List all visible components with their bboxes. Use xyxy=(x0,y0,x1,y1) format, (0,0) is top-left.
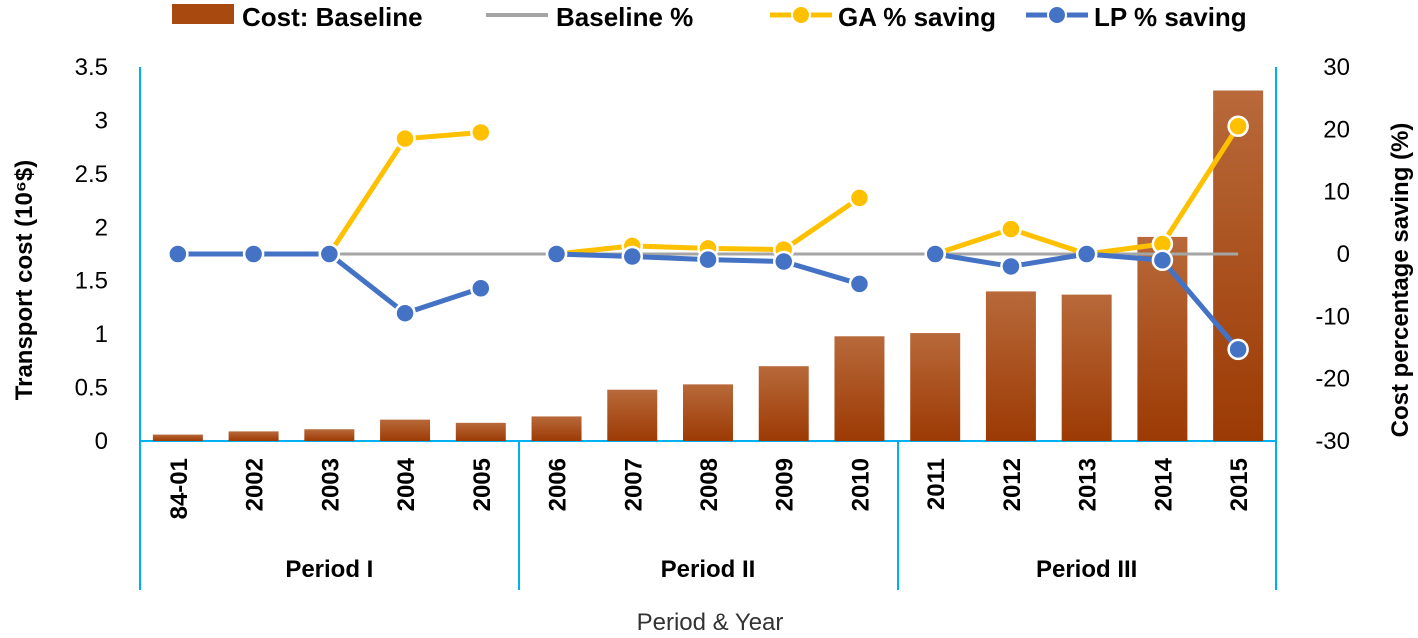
point-lp-saving-2004 xyxy=(394,302,416,324)
group-label-period-i: Period I xyxy=(285,556,373,583)
x-tick-label-84-01: 84-01 xyxy=(166,458,193,519)
point-ga-saving-2010 xyxy=(848,187,871,209)
line-ga-saving-segment-0 xyxy=(327,129,482,256)
bar-2002 xyxy=(228,431,279,441)
point-lp-saving-2010 xyxy=(848,273,871,295)
x-tick-label-2015: 2015 xyxy=(1226,458,1253,511)
x-tick-label-2003: 2003 xyxy=(317,458,344,511)
y-tick-label: 0.5 xyxy=(75,375,108,402)
y2-tick-label: 30 xyxy=(1323,54,1350,81)
y-tick-label: 2 xyxy=(95,214,108,241)
y2-tick-label: -30 xyxy=(1315,428,1350,455)
x-tick-label-2004: 2004 xyxy=(393,457,420,511)
legend-item-ga-saving[interactable]: GA % saving xyxy=(770,2,996,32)
y2-axis-title: Cost percentage saving (%) xyxy=(1387,123,1414,438)
y-axis-title: Transport cost (10⁶$) xyxy=(11,160,38,400)
bar-2005 xyxy=(455,422,506,441)
line-ga-saving-segment-2 xyxy=(934,124,1241,257)
x-tick-label-2002: 2002 xyxy=(242,458,269,511)
point-lp-saving-2012 xyxy=(1000,255,1022,278)
x-tick-label-2008: 2008 xyxy=(696,458,723,511)
bar-2011 xyxy=(910,333,961,441)
point-lp-saving-2011 xyxy=(924,243,946,265)
x-tick-label-2011: 2011 xyxy=(923,458,950,510)
y-tick-label: 3.5 xyxy=(75,54,108,81)
legend-swatch-cost-baseline xyxy=(172,4,234,24)
point-ga-saving-2012 xyxy=(1000,218,1022,240)
point-lp-saving-2002 xyxy=(242,243,265,265)
bar-2007 xyxy=(607,389,658,441)
bar-2013 xyxy=(1061,294,1112,441)
bar-2012 xyxy=(985,291,1036,441)
y2-axis-ticks: -30 -20 -10 0 10 20 30 xyxy=(1315,54,1350,455)
legend: Cost: Baseline Baseline % GA % saving LP… xyxy=(172,2,1247,32)
lines-layer xyxy=(167,115,1249,361)
point-ga-saving-2015 xyxy=(1227,115,1249,137)
x-tick-label-2010: 2010 xyxy=(847,458,874,511)
x-tick-label-2005: 2005 xyxy=(469,458,496,511)
y-tick-label: 2.5 xyxy=(75,161,108,188)
x-tick-label-2012: 2012 xyxy=(999,458,1026,511)
legend-item-baseline-pct[interactable]: Baseline % xyxy=(486,2,693,32)
legend-item-lp-saving[interactable]: LP % saving xyxy=(1026,2,1247,32)
point-lp-saving-2014 xyxy=(1151,249,1174,271)
point-lp-saving-2007 xyxy=(621,245,644,268)
bar-84-01 xyxy=(152,434,203,441)
legend-swatch-ga-marker xyxy=(791,5,811,25)
y2-tick-label: -10 xyxy=(1315,303,1350,330)
bar-2009 xyxy=(758,366,809,441)
bar-2003 xyxy=(304,429,355,441)
x-tick-label-2007: 2007 xyxy=(620,458,647,511)
y-tick-label: 3 xyxy=(95,107,108,134)
y2-tick-label: 0 xyxy=(1337,241,1350,268)
x-axis-ticks: 84-01 2002 2003 2004 2005 2006 2007 2008 2009 201… xyxy=(166,457,1253,519)
y-tick-label: 0 xyxy=(95,428,108,455)
bar-2015 xyxy=(1213,90,1264,441)
legend-label-baseline-pct: Baseline % xyxy=(556,2,693,32)
point-lp-saving-2006 xyxy=(545,243,568,265)
group-label-period-ii: Period II xyxy=(661,556,756,583)
bar-2008 xyxy=(683,384,733,441)
y2-tick-label: 10 xyxy=(1323,179,1350,206)
y-axis-ticks: 0 0.5 1 1.5 2 2.5 3 3.5 xyxy=(75,54,108,455)
point-lp-saving-2015 xyxy=(1227,338,1249,361)
x-axis-title: Period & Year xyxy=(637,609,784,636)
legend-label-ga-saving: GA % saving xyxy=(838,2,996,32)
group-label-period-iii: Period III xyxy=(1036,556,1137,583)
y2-tick-label: -20 xyxy=(1315,366,1350,393)
point-ga-saving-2005 xyxy=(470,121,492,144)
legend-label-lp-saving: LP % saving xyxy=(1094,2,1247,32)
x-tick-label-2014: 2014 xyxy=(1150,457,1177,511)
x-tick-label-2013: 2013 xyxy=(1075,458,1102,511)
bar-2004 xyxy=(380,419,431,441)
point-lp-saving-2009 xyxy=(772,250,795,273)
y-tick-label: 1.5 xyxy=(75,268,108,295)
x-tick-label-2006: 2006 xyxy=(545,458,572,511)
point-lp-saving-2003 xyxy=(318,243,341,265)
point-lp-saving-2005 xyxy=(470,277,492,300)
legend-label-cost-baseline: Cost: Baseline xyxy=(242,2,423,32)
point-lp-saving-84-01 xyxy=(167,243,189,265)
point-lp-saving-2013 xyxy=(1075,243,1098,265)
bar-2010 xyxy=(834,336,885,441)
point-lp-saving-2008 xyxy=(697,248,719,271)
bars-layer xyxy=(152,90,1264,441)
y2-tick-label: 20 xyxy=(1323,116,1350,143)
x-axis-groups: Period I Period II Period III xyxy=(285,556,1137,583)
x-tick-label-2009: 2009 xyxy=(772,458,799,511)
bar-2006 xyxy=(531,416,582,441)
point-ga-saving-2004 xyxy=(394,127,416,150)
y-tick-label: 1 xyxy=(95,321,108,348)
legend-item-cost-baseline[interactable]: Cost: Baseline xyxy=(172,2,423,32)
legend-swatch-lp-marker xyxy=(1047,5,1067,25)
